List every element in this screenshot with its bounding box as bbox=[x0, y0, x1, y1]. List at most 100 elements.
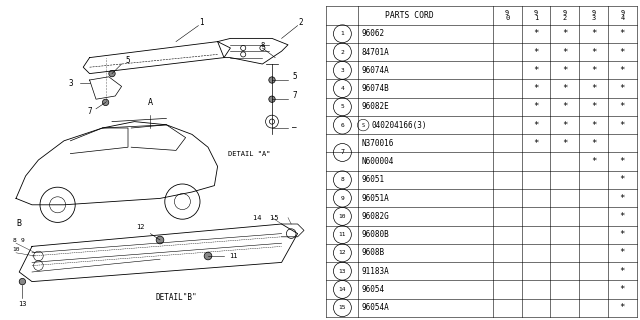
Text: *: * bbox=[620, 157, 625, 166]
Text: B: B bbox=[17, 220, 22, 228]
Text: 7: 7 bbox=[292, 92, 297, 100]
Text: *: * bbox=[620, 212, 625, 221]
Text: 96051A: 96051A bbox=[362, 194, 389, 203]
Circle shape bbox=[269, 77, 275, 83]
Text: 8: 8 bbox=[260, 42, 264, 48]
Text: 13: 13 bbox=[339, 269, 346, 274]
Text: 4: 4 bbox=[620, 15, 625, 21]
Text: 2: 2 bbox=[340, 50, 344, 54]
Text: *: * bbox=[562, 84, 568, 93]
Text: *: * bbox=[620, 248, 625, 257]
Text: *: * bbox=[562, 139, 568, 148]
Text: *: * bbox=[591, 121, 596, 130]
Text: 12: 12 bbox=[136, 224, 145, 230]
Text: *: * bbox=[591, 157, 596, 166]
Text: 96054: 96054 bbox=[362, 285, 385, 294]
Text: 12: 12 bbox=[339, 250, 346, 255]
Text: 96080B: 96080B bbox=[362, 230, 389, 239]
Text: 5: 5 bbox=[340, 104, 344, 109]
Text: *: * bbox=[620, 285, 625, 294]
Circle shape bbox=[102, 99, 109, 106]
Text: —: — bbox=[292, 124, 297, 132]
Text: DETAIL"B": DETAIL"B" bbox=[155, 293, 197, 302]
Text: *: * bbox=[562, 102, 568, 111]
Text: 11: 11 bbox=[229, 253, 238, 259]
Text: *: * bbox=[562, 48, 568, 57]
Text: N600004: N600004 bbox=[362, 157, 394, 166]
Text: PARTS CORD: PARTS CORD bbox=[385, 11, 434, 20]
Circle shape bbox=[204, 252, 212, 260]
Text: 9: 9 bbox=[340, 196, 344, 201]
Text: 0: 0 bbox=[505, 15, 509, 21]
Text: 5: 5 bbox=[292, 72, 297, 81]
Text: *: * bbox=[533, 84, 539, 93]
Text: 9: 9 bbox=[620, 10, 625, 16]
Text: *: * bbox=[591, 48, 596, 57]
Text: 10: 10 bbox=[339, 214, 346, 219]
Text: 96074B: 96074B bbox=[362, 84, 389, 93]
Text: *: * bbox=[620, 102, 625, 111]
Text: 8: 8 bbox=[12, 237, 16, 243]
Text: *: * bbox=[620, 303, 625, 312]
Text: *: * bbox=[591, 66, 596, 75]
Text: DETAIL "A": DETAIL "A" bbox=[228, 151, 271, 156]
Text: *: * bbox=[620, 121, 625, 130]
Text: 96082G: 96082G bbox=[362, 212, 389, 221]
Text: 11: 11 bbox=[339, 232, 346, 237]
Text: S: S bbox=[362, 123, 365, 128]
Text: *: * bbox=[533, 29, 539, 38]
Text: *: * bbox=[620, 267, 625, 276]
Text: *: * bbox=[533, 66, 539, 75]
Text: *: * bbox=[562, 66, 568, 75]
Text: 91183A: 91183A bbox=[362, 267, 389, 276]
Text: 6: 6 bbox=[340, 123, 344, 128]
Circle shape bbox=[19, 278, 26, 285]
Text: *: * bbox=[620, 66, 625, 75]
Text: 8: 8 bbox=[340, 177, 344, 182]
Text: *: * bbox=[620, 84, 625, 93]
Text: 7: 7 bbox=[87, 108, 92, 116]
Text: 96051: 96051 bbox=[362, 175, 385, 184]
Text: 14: 14 bbox=[339, 287, 346, 292]
Text: 1: 1 bbox=[340, 31, 344, 36]
Text: *: * bbox=[591, 102, 596, 111]
Text: *: * bbox=[533, 102, 539, 111]
Text: A: A bbox=[148, 98, 153, 107]
Text: 13: 13 bbox=[18, 301, 27, 307]
Text: 2: 2 bbox=[298, 18, 303, 27]
Text: 96054A: 96054A bbox=[362, 303, 389, 312]
Text: *: * bbox=[591, 84, 596, 93]
Text: 4: 4 bbox=[340, 86, 344, 91]
Text: 14  15: 14 15 bbox=[253, 215, 278, 220]
Text: 10: 10 bbox=[12, 247, 20, 252]
Text: 3: 3 bbox=[68, 79, 73, 88]
Text: *: * bbox=[533, 139, 539, 148]
Text: 9: 9 bbox=[505, 10, 509, 16]
Text: *: * bbox=[620, 29, 625, 38]
Text: 9: 9 bbox=[20, 237, 24, 243]
Text: *: * bbox=[620, 230, 625, 239]
Text: *: * bbox=[620, 194, 625, 203]
Text: 96082E: 96082E bbox=[362, 102, 389, 111]
Text: 84701A: 84701A bbox=[362, 48, 389, 57]
Text: *: * bbox=[533, 121, 539, 130]
Circle shape bbox=[156, 236, 164, 244]
Text: 7: 7 bbox=[340, 149, 344, 156]
Text: N370016: N370016 bbox=[362, 139, 394, 148]
Text: *: * bbox=[562, 121, 568, 130]
Text: 9: 9 bbox=[591, 10, 596, 16]
Text: 96062: 96062 bbox=[362, 29, 385, 38]
Text: *: * bbox=[533, 48, 539, 57]
Text: 15: 15 bbox=[339, 305, 346, 310]
Text: 96074A: 96074A bbox=[362, 66, 389, 75]
Text: 3: 3 bbox=[591, 15, 596, 21]
Text: 2: 2 bbox=[563, 15, 567, 21]
Circle shape bbox=[109, 70, 115, 77]
Circle shape bbox=[269, 96, 275, 102]
Text: *: * bbox=[591, 139, 596, 148]
Text: *: * bbox=[562, 29, 568, 38]
Text: *: * bbox=[620, 48, 625, 57]
Text: 5: 5 bbox=[125, 56, 131, 65]
Text: 1: 1 bbox=[534, 15, 538, 21]
Text: *: * bbox=[620, 175, 625, 184]
